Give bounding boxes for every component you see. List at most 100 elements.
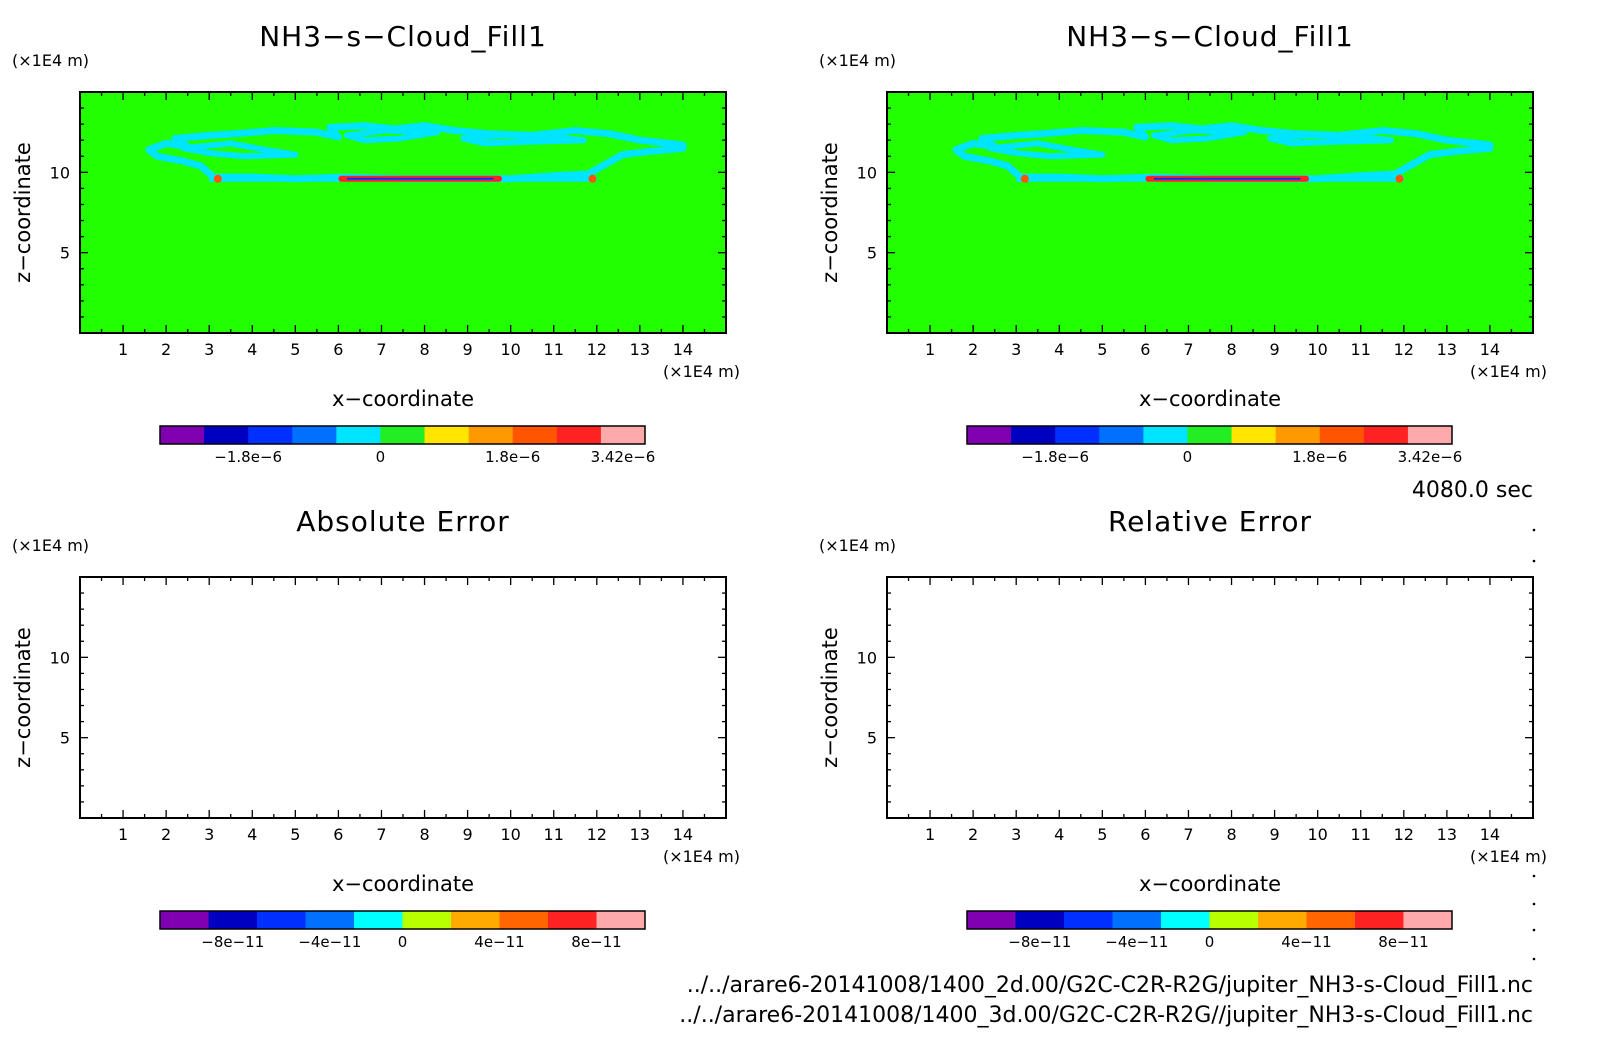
y-tick-label: 10	[857, 163, 877, 182]
plot-frame	[79, 576, 727, 819]
chart-title: NH3−s−Cloud_Fill1	[1066, 20, 1354, 53]
colorbar: −8e−11 −4e−11 0 4e−11 8e−11	[966, 910, 1453, 951]
colorbar-cell	[548, 911, 597, 929]
colorbar-label: −1.8e−6	[1021, 448, 1089, 466]
colorbar-cell	[451, 911, 500, 929]
colorbar: −8e−11 −4e−11 0 4e−11 8e−11	[159, 910, 646, 951]
colorbar-label: 0	[376, 448, 386, 466]
cloud-contour-inner	[987, 140, 1106, 160]
x-tick-label: 11	[544, 825, 564, 844]
colorbar-frame	[159, 425, 646, 445]
colorbar-cell	[1407, 426, 1453, 444]
colorbar-cell	[380, 426, 426, 444]
x-tick-label: 3	[204, 340, 214, 359]
y-unit-label: (×1E4 m)	[12, 536, 89, 555]
cloud-base-spot	[1020, 174, 1029, 183]
cloud-base-spot	[1395, 174, 1404, 183]
colorbar-cell	[1306, 911, 1356, 929]
x-tick-label: 3	[1011, 340, 1021, 359]
x-tick-label: 9	[463, 340, 473, 359]
chart-title: NH3−s−Cloud_Fill1	[259, 20, 547, 53]
edge-dot	[1532, 902, 1536, 906]
x-tick-label: 8	[419, 825, 429, 844]
colorbar-cell	[1015, 911, 1065, 929]
x-tick-label: 10	[500, 825, 520, 844]
colorbar: −1.8e−6 0 1.8e−6 3.42e−6	[159, 425, 655, 466]
y-tick-label: 5	[60, 244, 70, 263]
x-tick-label: 6	[333, 340, 343, 359]
colorbar-cell	[556, 426, 602, 444]
x-tick-label: 12	[1394, 340, 1414, 359]
x-axis-label: x−coordinate	[332, 872, 474, 896]
colorbar-cell	[1112, 911, 1162, 929]
x-tick-label: 9	[1270, 340, 1280, 359]
colorbar-cell	[1275, 426, 1321, 444]
x-tick-label: 11	[544, 340, 564, 359]
colorbar-cell	[1055, 426, 1100, 444]
colorbar-cell	[1064, 911, 1113, 929]
x-tick-label: 1	[925, 340, 935, 359]
colorbar-cell	[1161, 911, 1210, 929]
colorbar-label: 8e−11	[571, 933, 621, 951]
x-unit-label: (×1E4 m)	[663, 847, 740, 866]
y-axis-label: z−coordinate	[818, 142, 842, 283]
x-tick-label: 8	[1226, 825, 1236, 844]
x-tick-label: 2	[161, 340, 171, 359]
x-axis-label: x−coordinate	[1139, 872, 1281, 896]
x-tick-label: 10	[1307, 825, 1327, 844]
file-path-1: ../../arare6-20141008/1400_2d.00/G2C-C2R…	[687, 973, 1533, 998]
colorbar-cell	[204, 426, 249, 444]
colorbar-label: −4e−11	[298, 933, 361, 951]
x-tick-label: 2	[968, 825, 978, 844]
x-tick-label: 1	[118, 340, 128, 359]
x-tick-label: 2	[968, 340, 978, 359]
colorbar-cell	[257, 911, 306, 929]
colorbar-cell	[1099, 426, 1144, 444]
colorbar-label: −8e−11	[1008, 933, 1071, 951]
cloud-contour-inner	[1151, 127, 1248, 144]
colorbar-cell	[305, 911, 355, 929]
x-tick-label: 9	[463, 825, 473, 844]
y-tick-label: 5	[60, 729, 70, 748]
colorbar-cell	[1319, 426, 1365, 444]
cloud-base-negative	[1154, 177, 1301, 180]
x-tick-label: 13	[630, 340, 650, 359]
x-tick-label: 10	[500, 340, 520, 359]
edge-dot	[1532, 928, 1536, 932]
x-tick-label: 12	[587, 340, 607, 359]
colorbar-cell	[1403, 911, 1453, 929]
edge-dot	[1532, 957, 1536, 961]
colorbar-cell	[160, 426, 205, 444]
colorbar-label: −1.8e−6	[214, 448, 282, 466]
colorbar-label: 0	[1183, 448, 1193, 466]
colorbar-frame	[966, 425, 1453, 445]
x-tick-label: 14	[1480, 825, 1500, 844]
x-tick-label: 7	[1183, 825, 1193, 844]
x-unit-label: (×1E4 m)	[1470, 847, 1547, 866]
x-tick-label: 10	[1307, 340, 1327, 359]
x-tick-label: 14	[1480, 340, 1500, 359]
x-tick-label: 11	[1351, 825, 1371, 844]
cloud-contour-inner	[1267, 132, 1394, 147]
x-tick-label: 2	[161, 825, 171, 844]
colorbar: −1.8e−6 0 1.8e−6 3.42e−6	[966, 425, 1462, 466]
y-axis-label: z−coordinate	[11, 142, 35, 283]
y-unit-label: (×1E4 m)	[819, 51, 896, 70]
x-tick-label: 8	[1226, 340, 1236, 359]
x-tick-label: 5	[290, 340, 300, 359]
x-tick-label: 14	[673, 340, 693, 359]
edge-dot	[1532, 559, 1536, 563]
cloud-base-spot	[588, 174, 597, 183]
colorbar-cell	[1011, 426, 1056, 444]
y-axis-label: z−coordinate	[11, 627, 35, 768]
colorbar-cell	[354, 911, 403, 929]
colorbar-cell	[1363, 426, 1409, 444]
chart-panel-1: NH3−s−Cloud_Fill1(×1E4 m)1 2 3 4 5 6 7 8 9 10 11 12…	[11, 20, 740, 466]
colorbar-cell	[208, 911, 258, 929]
y-tick-label: 5	[867, 729, 877, 748]
x-tick-label: 7	[1183, 340, 1193, 359]
colorbar-cell	[424, 426, 470, 444]
chart-panel-2: NH3−s−Cloud_Fill1(×1E4 m)1 2 3 4 5 6 7 8 9 10 11 12…	[818, 20, 1547, 466]
